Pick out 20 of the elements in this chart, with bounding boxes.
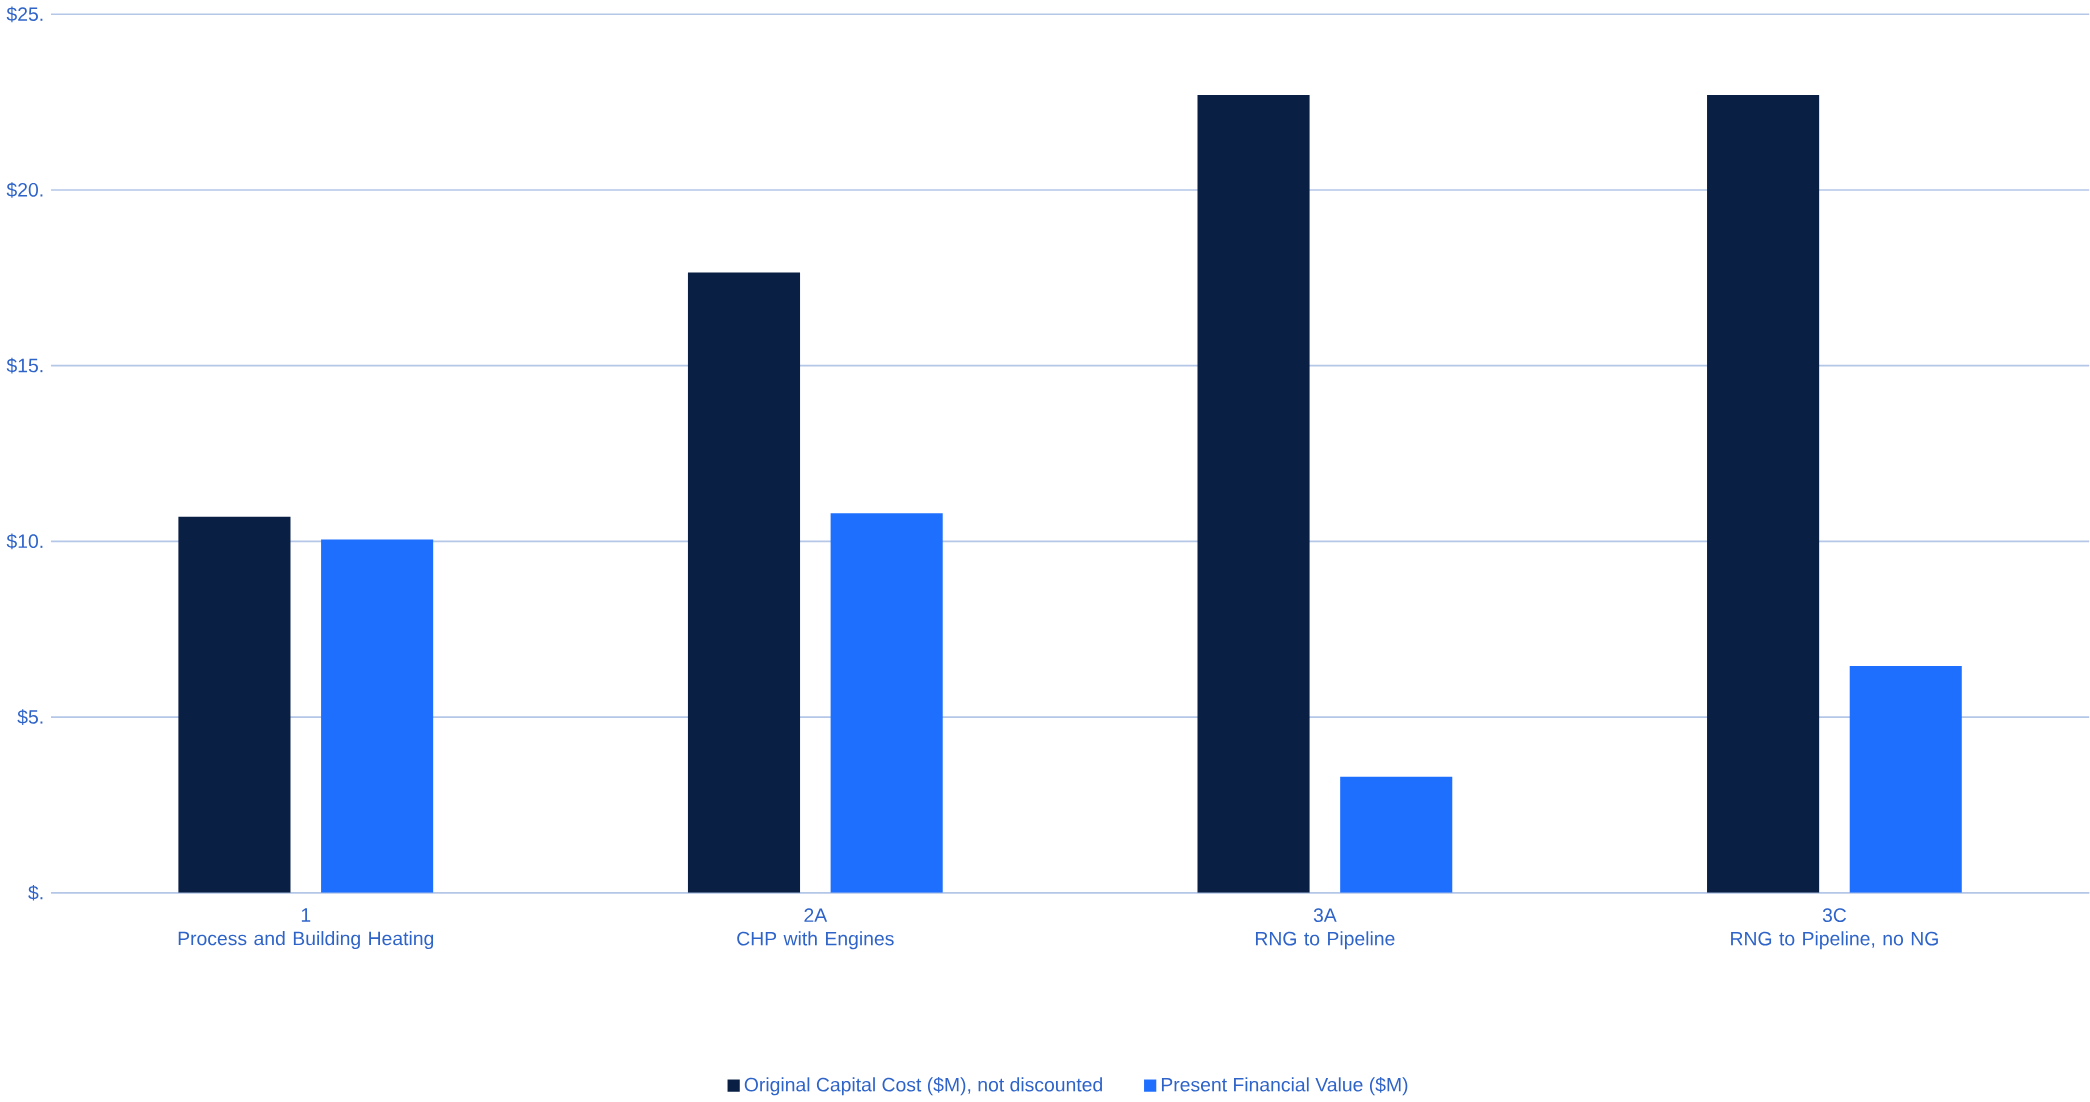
bar	[1340, 776, 1453, 893]
bar	[830, 513, 943, 893]
bar	[321, 539, 434, 893]
bar	[687, 272, 801, 893]
y-tick-label: $10.	[6, 533, 43, 550]
bar	[178, 516, 291, 893]
y-tick-label: $5.	[17, 709, 43, 725]
x-tick-label: 2A CHP with Engines	[737, 908, 894, 950]
x-tick-label: 3A RNG to Pipeline	[1255, 908, 1395, 950]
legend-label: Original Capital Cost ($M), not discounted	[744, 1076, 1102, 1096]
y-tick-label: $20.	[6, 181, 43, 198]
x-tick-label: 3C RNG to Pipeline, no NG	[1731, 908, 1938, 950]
y-tick-label: $15.	[6, 357, 43, 374]
legend-label: Present Financial Value ($M)	[1161, 1076, 1408, 1096]
bar	[1197, 94, 1310, 893]
y-tick-label: $.	[28, 884, 43, 901]
y-tick-label: $25.	[6, 6, 43, 22]
bar	[1707, 94, 1820, 893]
x-tick-label: 1 Process and Building Heating	[178, 908, 434, 949]
bar	[1849, 665, 1962, 893]
